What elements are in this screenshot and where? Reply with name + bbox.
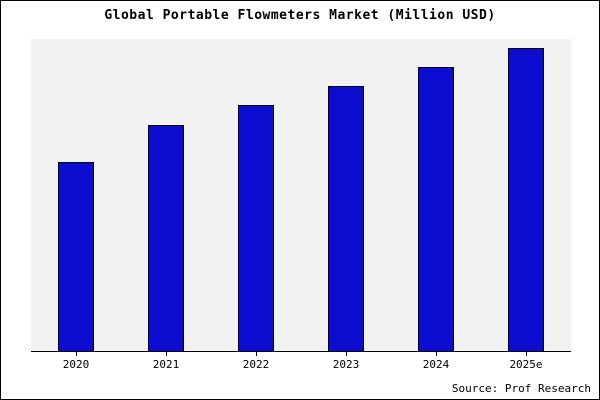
bar-slot	[211, 39, 301, 351]
bar-2022	[238, 104, 274, 351]
x-tick-label: 2024	[422, 358, 450, 371]
axis-tick	[75, 352, 77, 356]
bar-2025e	[508, 48, 544, 351]
bar-slot	[301, 39, 391, 351]
x-tick-label: 2022	[242, 358, 270, 371]
x-tick-label: 2020	[62, 358, 90, 371]
x-label-cell: 2024	[391, 352, 481, 371]
bar-2024	[418, 67, 454, 351]
x-label-cell: 2020	[31, 352, 121, 371]
axis-tick	[165, 352, 167, 356]
bar-2021	[148, 124, 184, 351]
x-label-cell: 2023	[301, 352, 391, 371]
bar-slot	[31, 39, 121, 351]
bar-slot	[481, 39, 571, 351]
bar-2023	[328, 85, 364, 351]
x-label-cell: 2022	[211, 352, 301, 371]
axis-tick	[525, 352, 527, 356]
x-axis-labels: 2020 2021 2022 2023 2024 2025e	[31, 352, 571, 371]
x-label-cell: 2025e	[481, 352, 571, 371]
x-tick-label: 2023	[332, 358, 360, 371]
x-tick-label: 2025e	[509, 358, 543, 371]
x-label-cell: 2021	[121, 352, 211, 371]
chart-title: Global Portable Flowmeters Market (Milli…	[104, 8, 496, 23]
bar-slot	[391, 39, 481, 351]
axis-tick	[255, 352, 257, 356]
axis-tick	[345, 352, 347, 356]
plot-area	[31, 39, 571, 352]
bar-slot	[121, 39, 211, 351]
x-tick-label: 2021	[152, 358, 180, 371]
axis-tick	[435, 352, 437, 356]
source-annotation: Source: Prof Research	[451, 382, 591, 395]
bar-2020	[58, 162, 94, 351]
